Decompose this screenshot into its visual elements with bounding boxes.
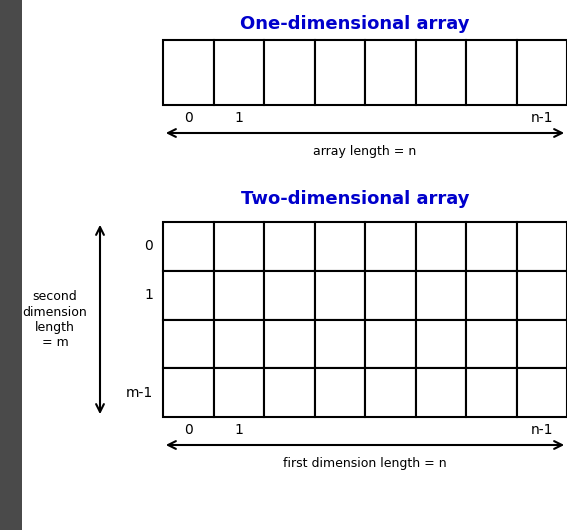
Bar [315, 368, 365, 417]
Bar [315, 320, 365, 368]
Bar [466, 271, 517, 320]
Bar [163, 40, 214, 105]
Text: 1: 1 [144, 288, 153, 302]
Bar [365, 222, 416, 271]
Bar [416, 368, 466, 417]
Bar [416, 320, 466, 368]
Bar [264, 40, 315, 105]
Bar [365, 40, 416, 105]
Text: Two-dimensional array: Two-dimensional array [241, 190, 469, 208]
Bar [365, 271, 416, 320]
Bar [517, 271, 567, 320]
Text: 0: 0 [144, 240, 153, 253]
Bar [264, 222, 315, 271]
Text: 0: 0 [184, 111, 193, 125]
Bar [0, 0, 22, 530]
Bar [264, 271, 315, 320]
Bar [466, 40, 517, 105]
Bar [163, 271, 214, 320]
Bar [416, 40, 466, 105]
Text: n-1: n-1 [531, 111, 553, 125]
Bar [517, 222, 567, 271]
Bar [264, 320, 315, 368]
Text: first dimension length = n: first dimension length = n [283, 457, 447, 470]
Bar [163, 222, 214, 271]
Text: 1: 1 [234, 423, 243, 437]
Text: One-dimensional array: One-dimensional array [240, 15, 469, 33]
Bar [315, 40, 365, 105]
Bar [163, 320, 214, 368]
Text: n-1: n-1 [531, 423, 553, 437]
Text: 1: 1 [234, 111, 243, 125]
Text: array length = n: array length = n [314, 145, 417, 158]
Bar [214, 222, 264, 271]
Text: second
dimension
length
= m: second dimension length = m [23, 290, 87, 349]
Bar [466, 222, 517, 271]
Bar [163, 368, 214, 417]
Bar [214, 271, 264, 320]
Bar [214, 320, 264, 368]
Bar [466, 368, 517, 417]
Bar [517, 368, 567, 417]
Bar [416, 271, 466, 320]
Bar [315, 222, 365, 271]
Bar [264, 368, 315, 417]
Text: 0: 0 [184, 423, 193, 437]
Bar [466, 320, 517, 368]
Bar [517, 320, 567, 368]
Bar [517, 40, 567, 105]
Text: m-1: m-1 [126, 386, 153, 400]
Bar [214, 368, 264, 417]
Bar [214, 40, 264, 105]
Bar [365, 320, 416, 368]
Bar [365, 368, 416, 417]
Bar [416, 222, 466, 271]
Bar [315, 271, 365, 320]
